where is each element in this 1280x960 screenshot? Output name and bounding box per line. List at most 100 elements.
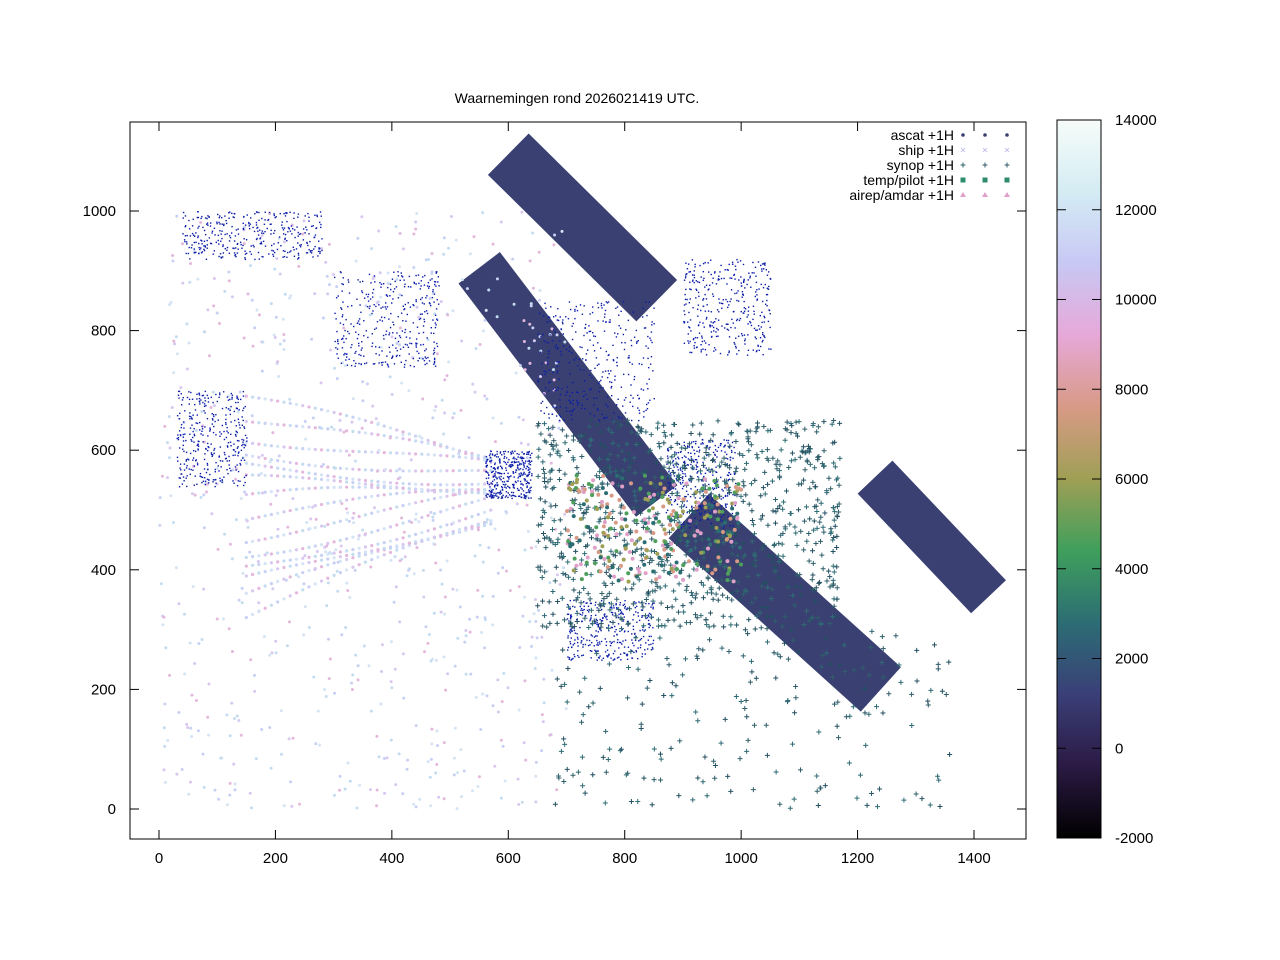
ship-obs-point — [407, 389, 411, 393]
ship-obs-point — [370, 483, 374, 487]
ship-obs-point — [395, 469, 399, 473]
ship-obs-point — [301, 476, 305, 480]
ship-obs-point — [534, 620, 538, 624]
ship-obs-point — [382, 484, 386, 488]
coast-point — [206, 244, 209, 246]
coast-point — [770, 348, 772, 350]
ship-obs-point — [254, 757, 258, 761]
synop-obs-point — [817, 519, 823, 525]
coast-point — [501, 487, 504, 489]
synop-obs-point — [827, 584, 833, 590]
coast-point — [568, 656, 571, 659]
coast-point — [365, 362, 368, 364]
ship-obs-point — [194, 428, 198, 432]
coast-point — [220, 233, 222, 235]
coast-point — [686, 445, 689, 447]
coast-point — [211, 232, 213, 234]
coast-point — [257, 226, 259, 229]
synop-obs-point — [619, 502, 625, 508]
coast-point — [242, 244, 244, 247]
coast-point — [586, 609, 589, 612]
coast-point — [206, 217, 208, 220]
coast-point — [526, 485, 528, 487]
coast-point — [696, 289, 698, 292]
coast-point — [711, 325, 713, 327]
coast-point — [189, 235, 192, 237]
coast-point — [735, 347, 737, 349]
synop-obs-point — [582, 615, 588, 621]
ship-obs-point — [268, 460, 272, 464]
ship-obs-point — [363, 560, 368, 564]
coast-point — [716, 456, 718, 458]
synop-obs-point — [684, 542, 690, 548]
coast-point — [521, 456, 524, 459]
coast-point — [756, 299, 758, 301]
coast-point — [284, 233, 287, 236]
coast-point — [187, 459, 190, 461]
coast-point — [591, 376, 593, 379]
ship-obs-point — [476, 528, 480, 532]
coast-point — [719, 466, 721, 468]
ship-obs-point — [314, 742, 318, 746]
ship-obs-point — [294, 591, 299, 595]
ship-obs-point — [303, 554, 307, 558]
coast-point — [386, 306, 389, 308]
coast-point — [681, 482, 684, 484]
coast-point — [380, 286, 382, 288]
coast-point — [380, 307, 382, 309]
ship-obs-point — [357, 496, 361, 500]
coast-point — [584, 323, 587, 326]
coast-point — [667, 477, 669, 479]
ship-obs-point — [394, 585, 398, 589]
coast-point — [618, 417, 621, 419]
ship-obs-point — [336, 589, 340, 593]
synop-obs-point — [597, 516, 603, 522]
synop-obs-point — [647, 678, 653, 684]
ship-obs-point — [398, 293, 402, 297]
coast-point — [574, 606, 576, 608]
coast-point — [190, 468, 192, 471]
coast-point — [491, 454, 494, 456]
coast-point — [624, 342, 626, 344]
coast-point — [413, 282, 416, 285]
ship-obs-point — [496, 678, 500, 682]
ship-obs-point — [257, 538, 261, 542]
synop-obs-point — [806, 558, 812, 564]
coast-point — [211, 423, 214, 425]
synop-obs-point — [698, 420, 704, 426]
coast-point — [684, 495, 686, 498]
coast-point — [501, 481, 504, 483]
coast-point — [686, 446, 689, 448]
coast-point — [588, 325, 590, 327]
coast-point — [651, 341, 653, 344]
ship-obs-point — [401, 486, 405, 490]
ship-obs-point — [394, 225, 398, 229]
coast-point — [731, 277, 733, 279]
coast-point — [214, 485, 216, 488]
coast-point — [510, 465, 512, 468]
coast-point — [244, 444, 246, 446]
ship-obs-point — [288, 594, 292, 598]
coast-point — [496, 495, 498, 497]
coast-point — [761, 321, 763, 324]
synop-obs-point — [714, 578, 720, 584]
coast-point — [197, 227, 199, 229]
synop-obs-point — [830, 548, 836, 554]
ship-obs-point — [517, 803, 521, 807]
coast-point — [597, 409, 599, 411]
ship-obs-point — [538, 289, 542, 293]
ship-obs-point — [234, 477, 238, 481]
ship-obs-point — [453, 664, 457, 668]
coast-point — [669, 472, 672, 474]
coast-point — [574, 310, 576, 312]
synop-obs-point — [834, 513, 840, 519]
coast-point — [308, 233, 310, 235]
coast-point — [499, 452, 502, 454]
ship-obs-point — [318, 743, 322, 747]
coast-point — [597, 642, 599, 644]
ship-obs-point — [217, 322, 221, 326]
coast-point — [199, 403, 201, 405]
ship-obs-point — [244, 616, 248, 620]
ship-obs-point — [288, 296, 292, 300]
coast-point — [507, 480, 509, 482]
